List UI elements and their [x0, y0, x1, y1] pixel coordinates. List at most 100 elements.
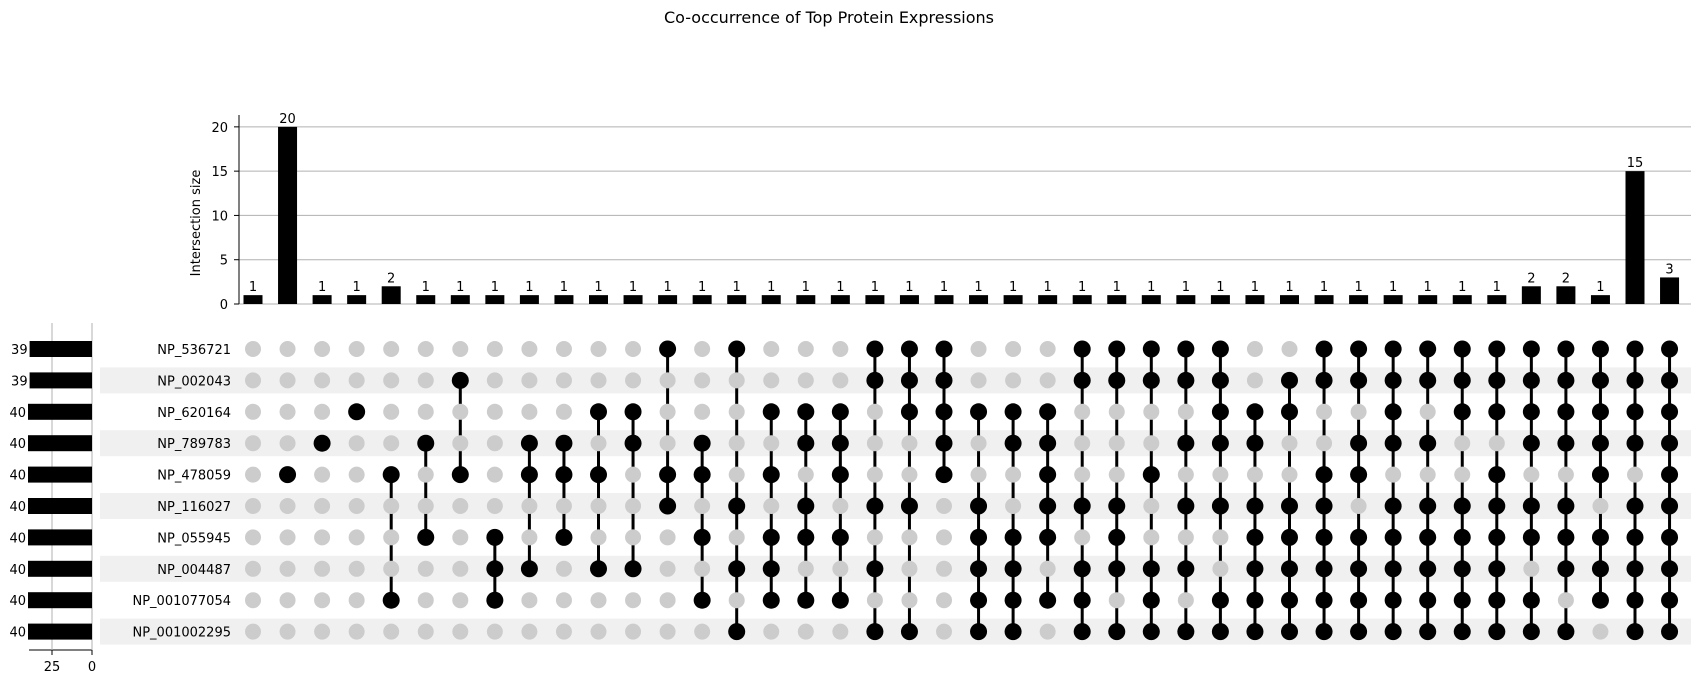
set-size-label: 39 — [11, 374, 28, 389]
matrix-row-stripes — [100, 367, 1691, 645]
empty-dot — [866, 435, 883, 452]
bar-value-label: 1 — [940, 280, 948, 295]
empty-dot — [383, 435, 400, 452]
empty-dot — [521, 592, 538, 609]
empty-dot — [314, 403, 331, 420]
empty-dot — [1246, 466, 1263, 483]
set-size-bar — [28, 403, 92, 420]
empty-dot — [1005, 341, 1022, 357]
empty-dot — [728, 592, 745, 609]
empty-dot — [486, 403, 503, 420]
member-dot — [451, 466, 469, 484]
member-dot — [1142, 623, 1160, 641]
empty-dot — [1316, 403, 1333, 420]
chart-title: Co-occurrence of Top Protein Expressions — [664, 8, 994, 27]
set-size-bar — [28, 623, 92, 640]
member-dot — [970, 591, 988, 609]
member-dot — [797, 403, 815, 421]
empty-dot — [348, 498, 365, 514]
bar-value-label: 1 — [733, 280, 741, 295]
y-tick-label: 0 — [220, 298, 228, 313]
empty-dot — [417, 592, 434, 609]
set-size-bar — [28, 592, 92, 609]
empty-dot — [383, 623, 400, 640]
bar-value-label: 15 — [1627, 156, 1644, 171]
empty-dot — [452, 560, 469, 577]
set-size-label: 40 — [9, 563, 26, 578]
member-dot — [590, 560, 607, 578]
empty-dot — [694, 403, 711, 420]
member-dot — [831, 528, 849, 546]
empty-dot — [832, 623, 849, 640]
member-dot — [1661, 591, 1679, 609]
member-dot — [1453, 623, 1471, 641]
empty-dot — [1592, 498, 1609, 514]
empty-dot — [245, 372, 261, 389]
empty-dot — [314, 623, 331, 640]
member-dot — [1073, 560, 1091, 578]
empty-dot — [314, 341, 331, 357]
set-size-label: 39 — [11, 343, 28, 358]
bar-value-label: 1 — [1009, 280, 1017, 295]
empty-dot — [245, 560, 261, 577]
member-dot — [1108, 560, 1126, 578]
member-dot — [1142, 466, 1160, 484]
empty-dot — [383, 341, 400, 357]
empty-dot — [314, 592, 331, 609]
member-dot — [900, 497, 918, 515]
member-dot — [1419, 371, 1437, 389]
set-size-label: 40 — [9, 437, 26, 452]
empty-dot — [625, 341, 642, 357]
member-dot — [1246, 403, 1264, 421]
member-dot — [970, 528, 988, 546]
set-size-label: 40 — [9, 594, 26, 609]
set-size-bar — [28, 529, 92, 546]
member-dot — [1177, 560, 1195, 578]
empty-dot — [383, 372, 400, 389]
bar-value-label: 1 — [456, 280, 464, 295]
empty-dot — [1074, 403, 1091, 420]
y-tick-label: 5 — [220, 254, 228, 269]
empty-dot — [763, 372, 780, 389]
member-dot — [693, 591, 711, 609]
member-dot — [1591, 403, 1609, 421]
member-dot — [935, 340, 953, 358]
member-dot — [1661, 434, 1679, 452]
intersection-bar — [1383, 295, 1403, 304]
member-dot — [935, 434, 953, 452]
empty-dot — [1212, 560, 1229, 577]
member-dot — [1488, 466, 1506, 484]
empty-dot — [1246, 341, 1263, 357]
member-dot — [1557, 434, 1575, 452]
empty-dot — [279, 623, 296, 640]
intersection-bar — [865, 295, 885, 304]
empty-dot — [901, 560, 918, 577]
member-dot — [1281, 623, 1298, 641]
set-size-tick-label: 0 — [88, 660, 96, 675]
member-dot — [1246, 528, 1264, 546]
member-dot — [762, 528, 780, 546]
empty-dot — [279, 560, 296, 577]
empty-dot — [901, 529, 918, 546]
member-dot — [1488, 623, 1506, 641]
empty-dot — [1005, 372, 1022, 389]
empty-dot — [521, 341, 538, 357]
intersection-bar — [1625, 171, 1645, 304]
empty-dot — [1281, 435, 1298, 452]
member-dot — [1522, 497, 1540, 515]
empty-dot — [970, 372, 987, 389]
set-size-bar — [28, 435, 92, 452]
member-dot — [1522, 528, 1540, 546]
empty-dot — [417, 623, 434, 640]
empty-dot — [1212, 466, 1229, 483]
member-dot — [590, 403, 607, 421]
bar-value-label: 1 — [1182, 280, 1190, 295]
intersection-bar — [830, 295, 850, 304]
member-dot — [1315, 466, 1333, 484]
empty-dot — [1385, 466, 1402, 483]
member-dot — [1108, 528, 1126, 546]
set-label: NP_004487 — [157, 563, 231, 578]
empty-dot — [797, 341, 814, 357]
empty-dot — [866, 592, 883, 609]
member-dot — [1073, 591, 1091, 609]
